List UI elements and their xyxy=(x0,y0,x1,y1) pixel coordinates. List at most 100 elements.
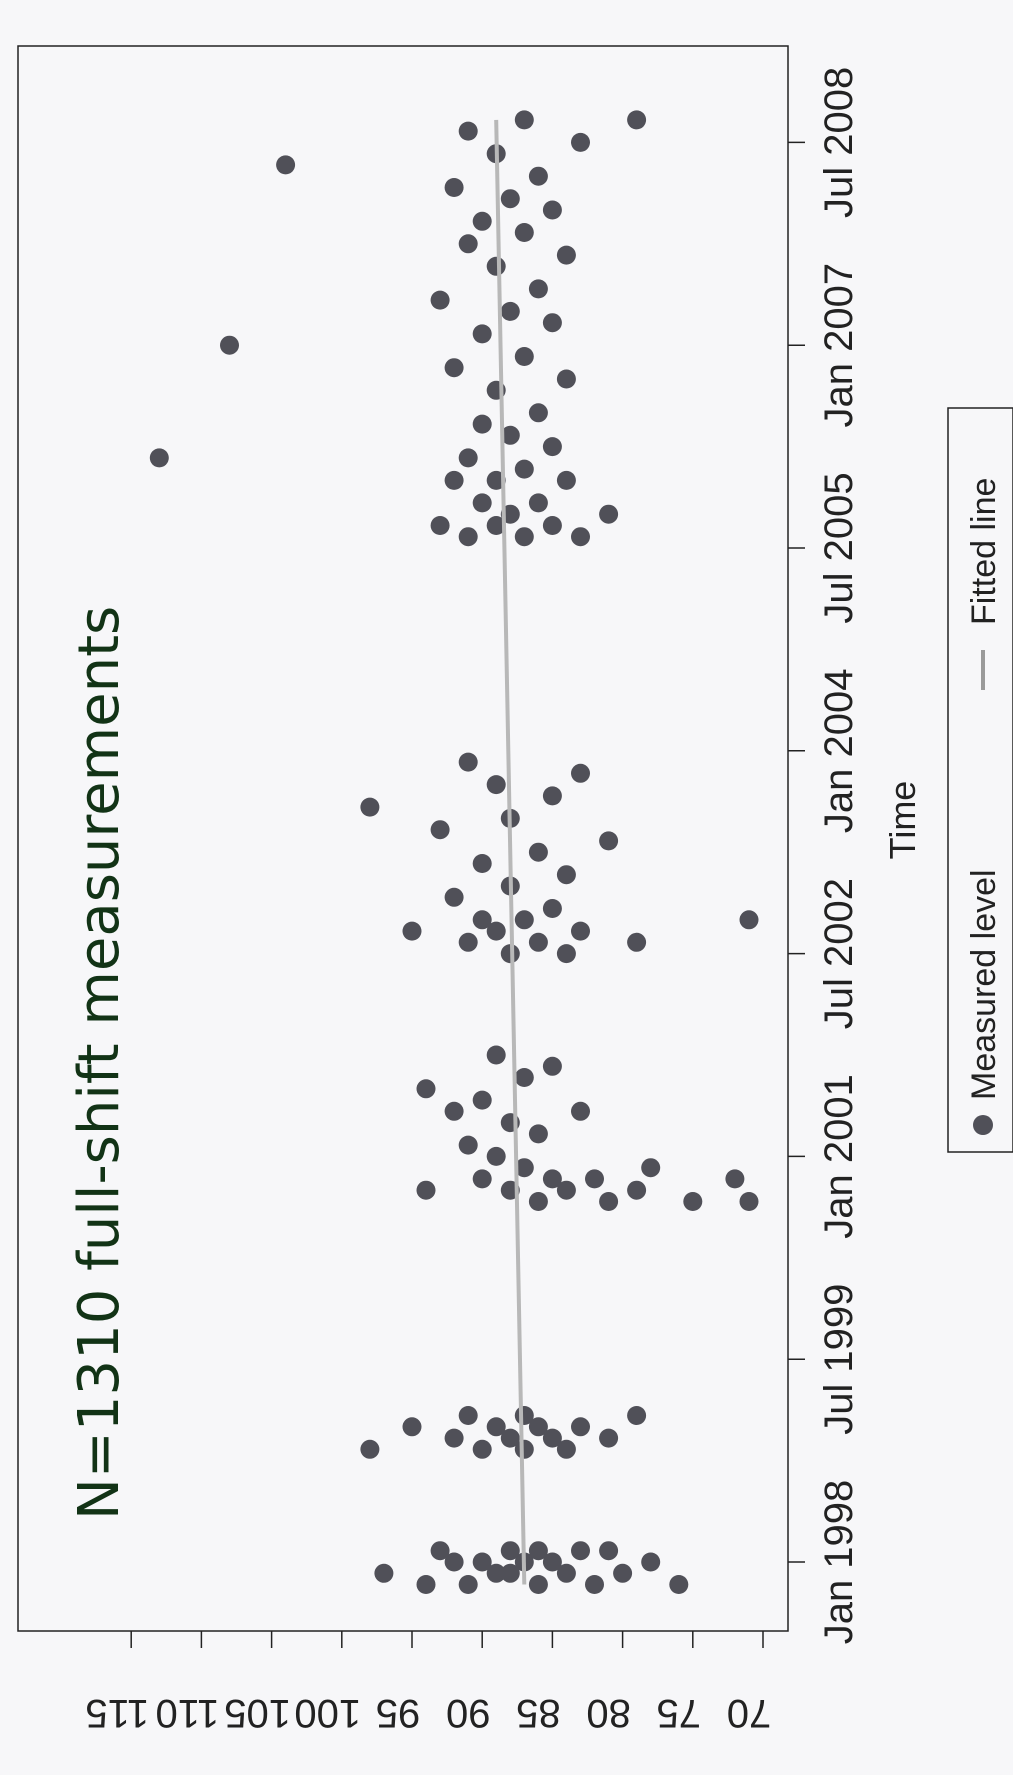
data-point-90 xyxy=(430,516,450,535)
data-point-96 xyxy=(556,470,576,490)
data-point-101 xyxy=(542,437,562,457)
data-point-51 xyxy=(528,1124,548,1144)
data-point-78 xyxy=(430,820,450,840)
data-point-48 xyxy=(641,1158,661,1178)
y-tick-label-115: 115 xyxy=(85,1691,149,1735)
data-point-56 xyxy=(416,1079,436,1099)
data-point-10 xyxy=(444,1552,464,1572)
y-tick-label-80: 80 xyxy=(586,1691,631,1735)
data-point-114 xyxy=(528,279,548,299)
data-point-6 xyxy=(556,1563,576,1583)
data-point-62 xyxy=(458,932,478,952)
data-point-44 xyxy=(542,1169,562,1189)
data-point-85 xyxy=(514,527,534,547)
y-tick-label-95: 95 xyxy=(376,1691,421,1735)
data-point-12 xyxy=(542,1552,562,1572)
data-point-103 xyxy=(472,414,492,434)
x-axis-title: Time xyxy=(882,781,923,860)
data-point-27 xyxy=(599,1428,619,1448)
data-point-33 xyxy=(514,1406,534,1425)
data-point-81 xyxy=(542,786,562,806)
data-point-53 xyxy=(444,1101,464,1121)
data-point-94 xyxy=(528,493,548,513)
data-point-102 xyxy=(500,425,520,445)
data-point-86 xyxy=(571,527,590,547)
data-point-20 xyxy=(472,1439,492,1459)
data-point-83 xyxy=(571,763,590,783)
x-tick-label-2: Jan 2001 xyxy=(817,1074,861,1239)
scatter-points xyxy=(149,110,759,1594)
x-tick-label-0: Jan 1998 xyxy=(817,1480,861,1645)
data-point-14 xyxy=(472,1552,492,1572)
data-point-42 xyxy=(416,1180,436,1200)
legend: Measured level Fitted line xyxy=(947,407,1013,1153)
data-point-38 xyxy=(739,1192,759,1211)
x-tick-label-4: Jan 2004 xyxy=(817,669,861,834)
data-point-129 xyxy=(627,110,647,130)
legend-marker-measured xyxy=(973,1115,993,1135)
data-point-92 xyxy=(599,504,619,524)
x-tick-label-3: Jul 2002 xyxy=(817,878,861,1029)
data-point-57 xyxy=(514,1068,534,1087)
data-point-30 xyxy=(571,1417,590,1437)
y-tick-label-70: 70 xyxy=(727,1691,772,1735)
data-point-121 xyxy=(500,189,520,209)
y-tick-label-75: 75 xyxy=(657,1691,702,1735)
data-point-93 xyxy=(472,493,492,513)
data-point-100 xyxy=(149,448,169,468)
data-point-67 xyxy=(402,921,422,941)
data-point-75 xyxy=(472,854,492,873)
data-point-1 xyxy=(528,1575,548,1594)
data-point-70 xyxy=(739,910,759,930)
data-point-41 xyxy=(627,1180,647,1200)
data-point-15 xyxy=(500,1541,520,1561)
x-tick-label-5: Jul 2005 xyxy=(817,472,861,623)
data-point-19 xyxy=(528,1541,548,1561)
data-point-24 xyxy=(500,1428,520,1448)
y-tick-label-100: 100 xyxy=(294,1691,361,1735)
fitted-line xyxy=(494,119,527,1585)
data-point-66 xyxy=(571,921,590,941)
data-point-37 xyxy=(683,1192,703,1211)
data-point-97 xyxy=(444,470,464,490)
data-point-49 xyxy=(486,1146,506,1166)
data-point-55 xyxy=(472,1090,492,1110)
data-point-47 xyxy=(514,1158,534,1178)
data-point-9 xyxy=(374,1563,394,1583)
data-point-72 xyxy=(444,887,464,907)
data-point-126 xyxy=(571,132,590,152)
data-point-98 xyxy=(514,459,534,479)
data-point-54 xyxy=(571,1101,590,1121)
x-tick-label-1: Jul 1999 xyxy=(817,1284,861,1435)
data-point-36 xyxy=(599,1192,619,1211)
data-point-119 xyxy=(472,211,492,231)
legend-label-measured: Measured level xyxy=(965,869,1003,1100)
data-point-32 xyxy=(458,1406,478,1425)
data-point-113 xyxy=(430,290,450,310)
x-tick-label-7: Jul 2008 xyxy=(817,67,861,218)
data-point-3 xyxy=(669,1575,689,1594)
data-point-118 xyxy=(514,223,534,242)
data-point-115 xyxy=(486,256,506,276)
data-point-16 xyxy=(571,1541,590,1561)
data-point-17 xyxy=(430,1541,450,1561)
data-point-31 xyxy=(402,1417,422,1437)
data-point-107 xyxy=(444,358,464,378)
data-point-76 xyxy=(528,842,548,862)
data-point-8 xyxy=(613,1563,633,1583)
data-point-61 xyxy=(556,944,576,964)
data-point-89 xyxy=(542,516,562,535)
data-point-106 xyxy=(556,369,576,389)
data-point-124 xyxy=(276,155,296,175)
data-point-82 xyxy=(486,775,506,795)
data-point-29 xyxy=(528,1417,548,1437)
data-point-104 xyxy=(528,403,548,423)
data-point-88 xyxy=(486,516,506,535)
data-point-77 xyxy=(599,831,619,851)
data-point-22 xyxy=(556,1439,576,1459)
data-point-46 xyxy=(725,1169,745,1189)
x-axis: Jan 1998 Jul 1999 Jan 2001 Jul 2002 Jan 2004… xyxy=(788,67,861,1645)
data-point-80 xyxy=(360,797,380,817)
